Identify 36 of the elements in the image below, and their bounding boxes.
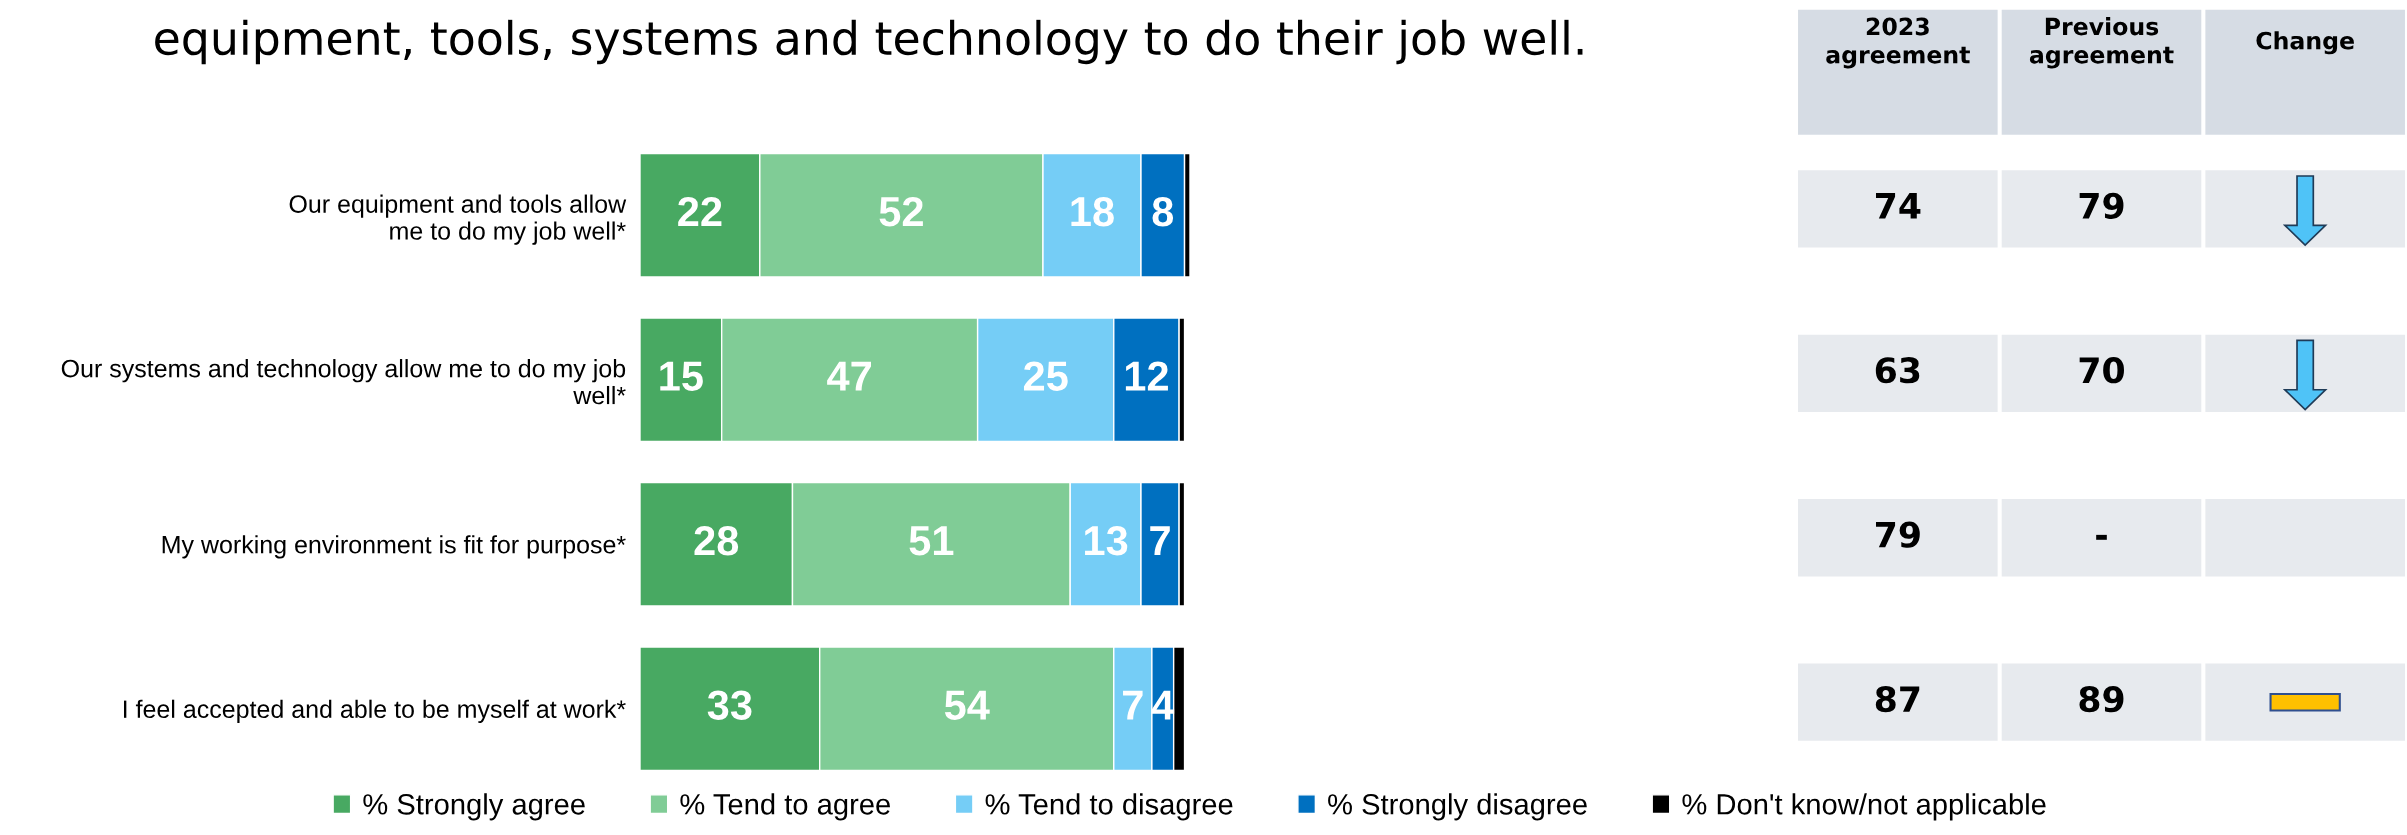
legend-label: % Don't know/not applicable xyxy=(1682,793,2046,821)
category-label: 2023 agreement xyxy=(1826,17,1970,69)
text: 79 xyxy=(2079,192,2124,219)
text: 63 xyxy=(1875,357,1920,384)
data-label: 51 xyxy=(909,526,954,556)
y-tick-label: Our systems and technology allow me to do my job well* xyxy=(61,359,626,405)
data-label: 7 xyxy=(1123,690,1143,720)
text: - xyxy=(2096,534,2107,540)
text: 70 xyxy=(2079,357,2124,384)
data-label: 18 xyxy=(1071,196,1114,227)
text: 87 xyxy=(1875,686,1920,713)
text: 74 xyxy=(1876,193,1921,219)
chart-title: equipment, tools, systems and technology to do their job well. xyxy=(155,19,1583,65)
text: 89 xyxy=(2079,686,2124,713)
data-label: 12 xyxy=(1125,361,1168,391)
y-tick-label: Our equipment and tools allow me to do my job well* xyxy=(289,194,627,245)
data-label: 47 xyxy=(827,361,871,391)
category-label: Previous agreement xyxy=(2029,17,2174,69)
legend-label: % Tend to disagree xyxy=(985,793,1233,821)
data-label: 52 xyxy=(879,196,923,227)
legend-label: % Tend to agree xyxy=(680,793,890,821)
y-tick-label: My working environment is fit for purpose* xyxy=(162,535,626,559)
text: 79 xyxy=(1876,521,1920,548)
data-label: 8 xyxy=(1152,196,1174,227)
data-label: 33 xyxy=(707,690,752,720)
data-label: 15 xyxy=(660,361,703,391)
data-label: 13 xyxy=(1085,525,1128,556)
data-label: 54 xyxy=(944,690,990,720)
data-label: 7 xyxy=(1150,526,1170,556)
data-label: 22 xyxy=(678,196,722,227)
y-tick-label: I feel accepted and able to be myself at work* xyxy=(124,699,626,723)
data-label: 25 xyxy=(1023,361,1068,391)
legend-label: % Strongly agree xyxy=(363,793,585,821)
category-label: Change xyxy=(2256,31,2354,55)
data-label: 28 xyxy=(694,525,739,556)
legend-label: % Strongly disagree xyxy=(1328,793,1587,821)
